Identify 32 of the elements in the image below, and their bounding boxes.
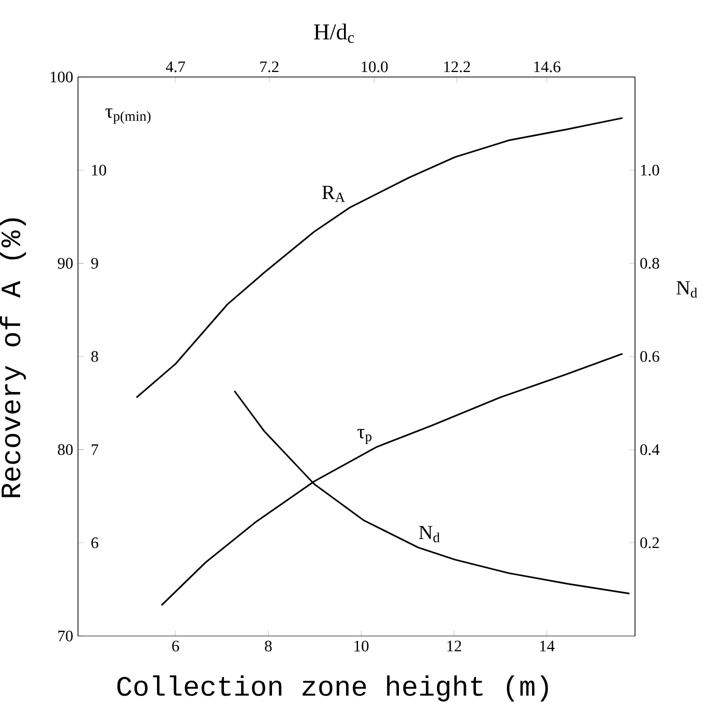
y2-tick-label: 7 (92, 444, 98, 455)
annotation: N$_{d}$ (419, 526, 440, 542)
annotation: R$_{A}$ (322, 186, 345, 202)
x2-tick-label: 12.2 (444, 61, 470, 72)
y-axis-title: Recovery of A (%) (0, 218, 26, 498)
annotation: τ$_{p}$ (357, 429, 372, 444)
y2-tick-label: 6 (91, 537, 98, 548)
x-tick-label: 10 (354, 640, 369, 652)
y2-tick-label: 10 (92, 164, 106, 176)
y3-tick-label: 0.6 (640, 351, 660, 362)
y-tick-label: 90 (58, 258, 73, 269)
y-tick-label: 70 (58, 630, 73, 642)
y2-tick-label: 8 (91, 351, 98, 362)
y3-tick-label: 0.8 (640, 258, 660, 269)
y3-tick-label: 0.4 (640, 444, 660, 456)
x2-tick-label: 4.7 (166, 62, 186, 72)
y3-tick-label: 1.0 (641, 164, 660, 176)
y2-tick-label: 9 (91, 258, 98, 269)
x-axis-title: Collection zone height (m) (117, 675, 548, 702)
x-tick-label: 8 (264, 640, 272, 652)
x-tick-label: 6 (172, 640, 180, 652)
y-tick-label: 100 (50, 72, 73, 82)
x-tick-label: 14 (540, 640, 555, 652)
y3-axis-title: N$_{d}$ (676, 281, 698, 298)
y-tick-label: 80 (58, 444, 73, 456)
x2-tick-label: 10.0 (362, 61, 388, 72)
x2-axis-title: H/d$_{c}$ (314, 24, 354, 43)
x-tick-label: 12 (447, 640, 462, 652)
y2-axis-title: τ$_{p(min)}$ (105, 108, 151, 124)
x2-tick-label: 7.2 (260, 61, 278, 72)
x2-tick-label: 14.6 (534, 61, 560, 72)
y3-tick-label: 0.2 (640, 537, 659, 548)
